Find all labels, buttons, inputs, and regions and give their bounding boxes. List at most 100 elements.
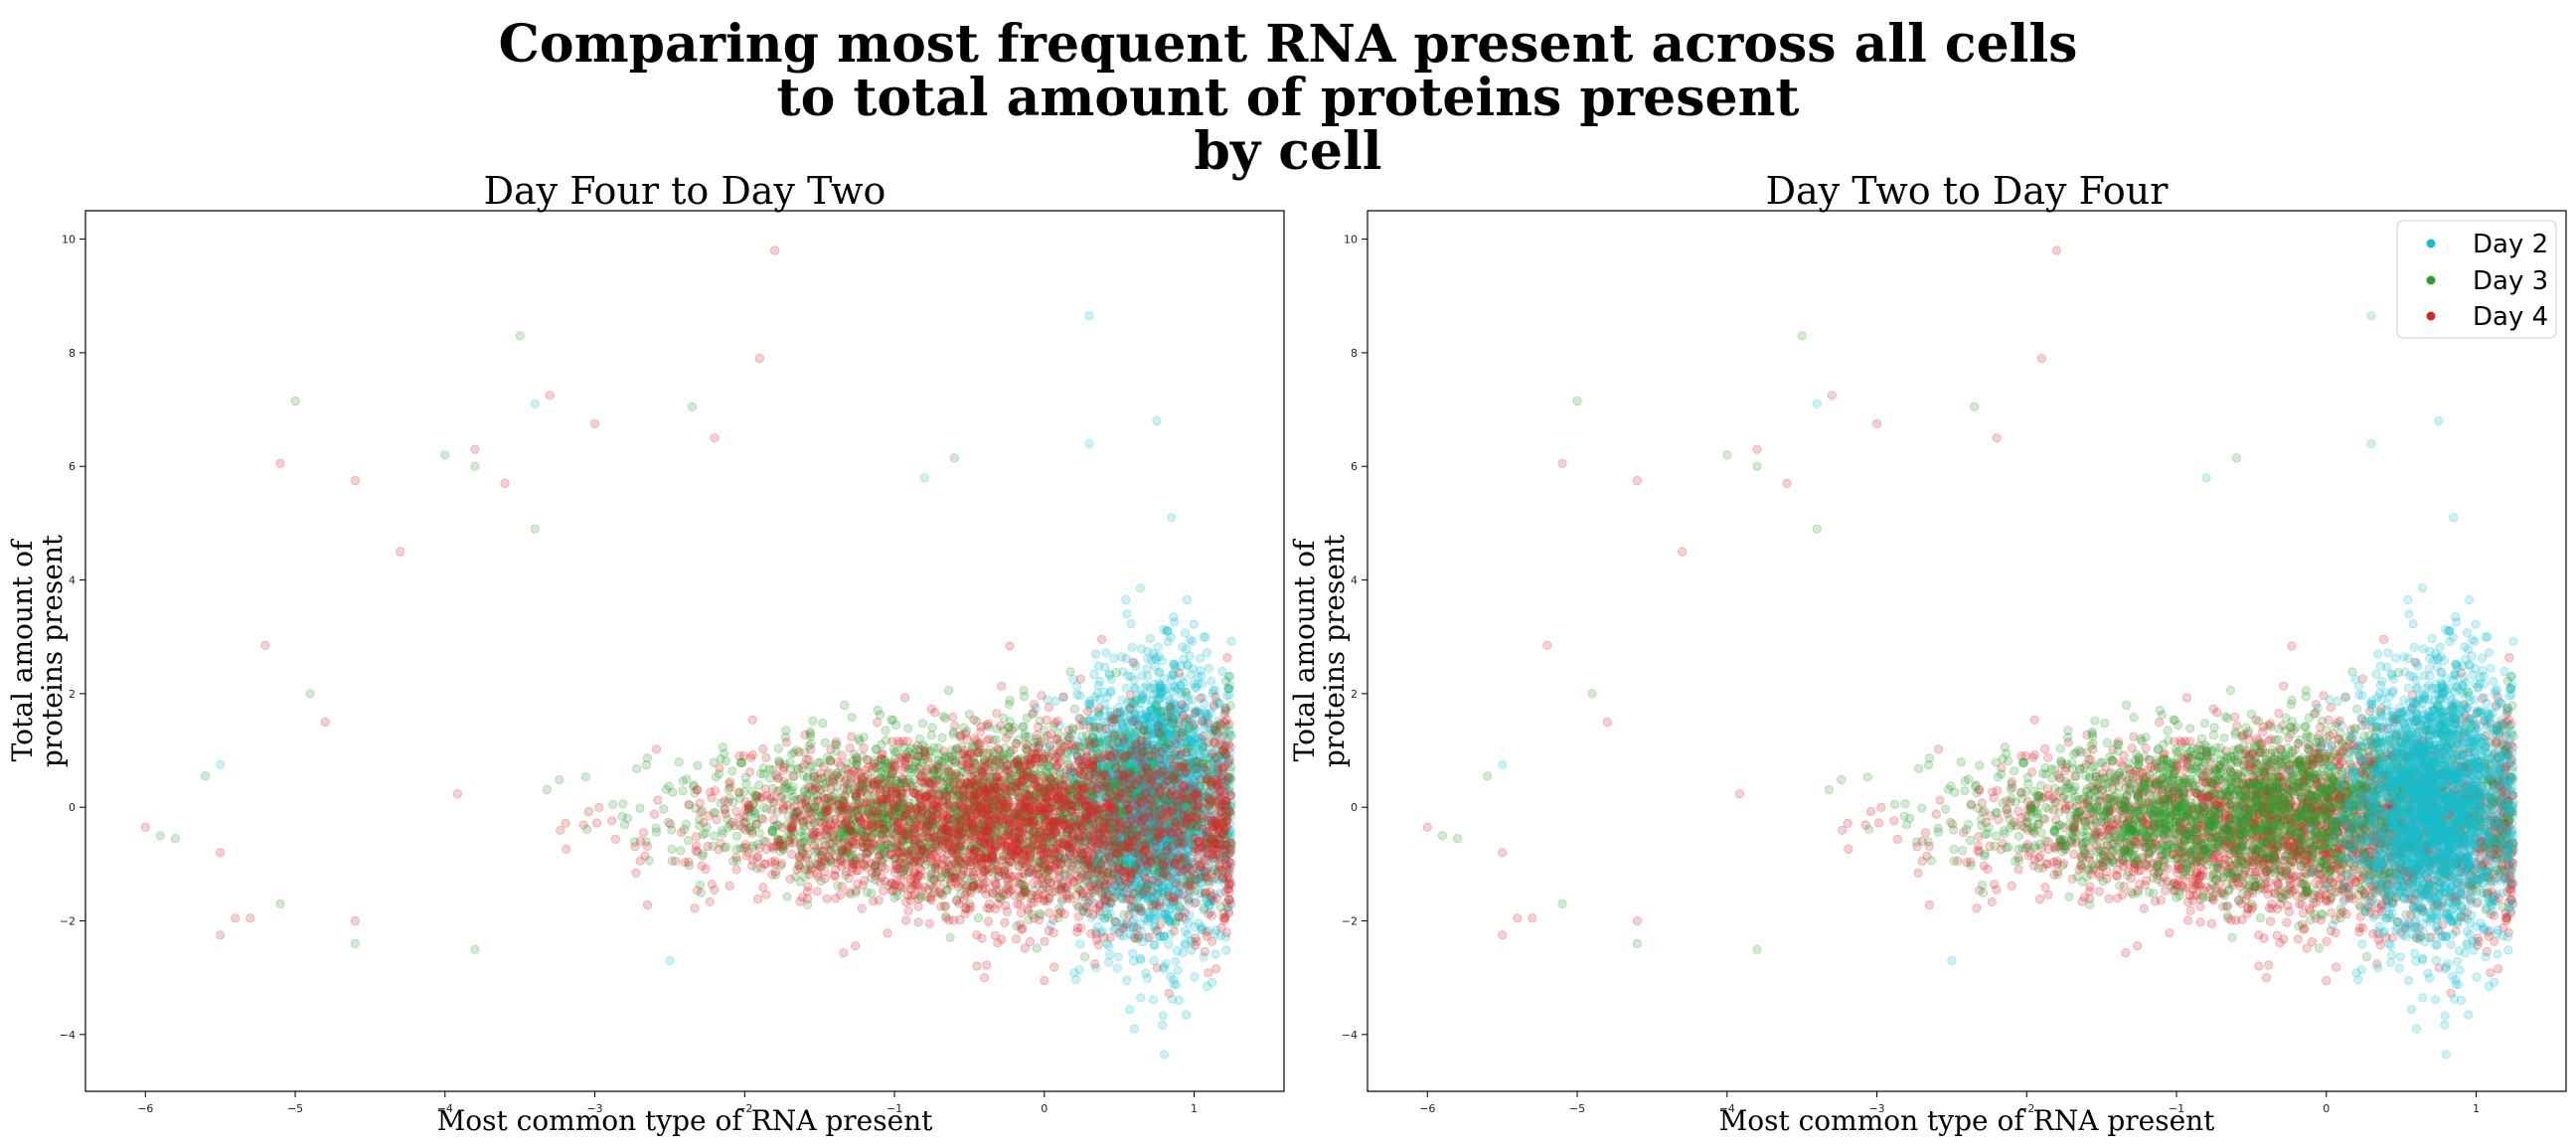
data-point xyxy=(1164,939,1174,949)
data-point xyxy=(1090,861,1100,871)
data-point xyxy=(919,473,929,483)
data-point xyxy=(1032,943,1043,953)
data-point xyxy=(1182,1010,1192,1020)
data-point xyxy=(1160,909,1170,919)
data-point xyxy=(681,819,692,830)
data-point xyxy=(1131,717,1141,727)
series-day-2-points xyxy=(216,311,1236,1060)
data-point xyxy=(635,803,645,813)
figure-title-line-2: to total amount of proteins present xyxy=(777,68,1800,128)
data-point xyxy=(727,766,737,776)
data-point xyxy=(1074,964,1084,975)
data-point xyxy=(1226,731,1236,741)
data-point xyxy=(1199,952,1208,962)
data-point xyxy=(1195,653,1206,663)
data-point xyxy=(1126,618,1136,629)
data-point xyxy=(1190,972,1200,982)
data-point xyxy=(1149,711,1159,722)
data-point xyxy=(1167,513,1177,523)
data-point xyxy=(1204,663,1213,673)
data-point xyxy=(1148,705,1158,716)
data-point xyxy=(1122,799,1132,809)
data-point xyxy=(1145,633,1155,644)
data-point xyxy=(1219,753,1230,763)
data-point xyxy=(1197,746,1207,756)
data-point xyxy=(1163,748,1173,759)
data-point xyxy=(1207,676,1216,686)
data-point xyxy=(1095,676,1105,687)
data-point xyxy=(1135,583,1146,593)
data-point xyxy=(1159,624,1169,635)
data-point xyxy=(1194,820,1204,830)
data-point xyxy=(440,450,450,460)
data-point xyxy=(683,835,694,846)
data-point xyxy=(1113,860,1123,870)
data-point xyxy=(1019,686,1029,696)
data-point xyxy=(1123,671,1133,681)
data-point xyxy=(1109,653,1119,663)
data-point xyxy=(1163,871,1174,882)
data-point xyxy=(1129,956,1139,966)
data-point xyxy=(1152,715,1163,725)
data-point xyxy=(1149,939,1159,950)
data-point xyxy=(1224,671,1235,682)
data-point xyxy=(1110,804,1120,814)
data-point xyxy=(1125,1004,1135,1015)
data-point xyxy=(350,938,360,949)
data-point xyxy=(1223,785,1233,796)
data-point xyxy=(1071,974,1081,985)
data-point xyxy=(818,718,828,729)
data-point xyxy=(1137,671,1147,681)
data-point xyxy=(1159,1050,1170,1060)
data-point xyxy=(1102,909,1112,920)
data-point xyxy=(676,846,686,856)
data-point xyxy=(1186,826,1196,837)
data-point xyxy=(1176,742,1186,752)
data-point xyxy=(837,882,847,892)
data-point xyxy=(542,784,553,795)
data-point xyxy=(1131,728,1142,737)
data-point xyxy=(720,748,729,758)
data-point xyxy=(1158,1020,1168,1031)
data-point xyxy=(515,331,525,341)
data-point xyxy=(1050,696,1060,707)
data-point xyxy=(1202,648,1212,658)
data-point xyxy=(1136,993,1146,1003)
data-point xyxy=(887,715,898,726)
data-point xyxy=(1090,692,1100,702)
data-point xyxy=(1142,883,1152,894)
data-point xyxy=(940,713,950,724)
data-point xyxy=(530,399,540,409)
data-point xyxy=(917,719,928,729)
data-point xyxy=(1183,594,1193,605)
data-point xyxy=(1171,885,1181,896)
panel-title-left: Day Four to Day Two xyxy=(484,169,886,213)
data-point xyxy=(1163,705,1173,716)
data-point xyxy=(1180,938,1190,948)
data-point xyxy=(1194,707,1205,717)
data-point xyxy=(1125,790,1135,800)
data-point xyxy=(973,912,984,923)
data-point xyxy=(1103,957,1114,968)
data-point xyxy=(1144,854,1154,865)
data-point xyxy=(758,763,768,773)
data-point xyxy=(1193,794,1203,804)
data-point xyxy=(651,823,661,833)
data-point xyxy=(731,831,742,841)
data-point xyxy=(1176,680,1186,691)
data-point xyxy=(1142,789,1153,799)
data-point xyxy=(1102,762,1112,772)
data-point xyxy=(1018,722,1028,732)
data-point xyxy=(1157,655,1168,666)
data-point xyxy=(290,396,300,407)
data-point xyxy=(1121,808,1132,818)
data-point xyxy=(1208,977,1217,988)
data-point xyxy=(1189,619,1199,629)
data-point xyxy=(1091,649,1101,659)
data-point xyxy=(1172,980,1182,990)
data-point xyxy=(1101,648,1111,658)
data-point xyxy=(1129,1024,1139,1034)
data-point xyxy=(1189,736,1200,745)
data-point xyxy=(721,756,731,766)
